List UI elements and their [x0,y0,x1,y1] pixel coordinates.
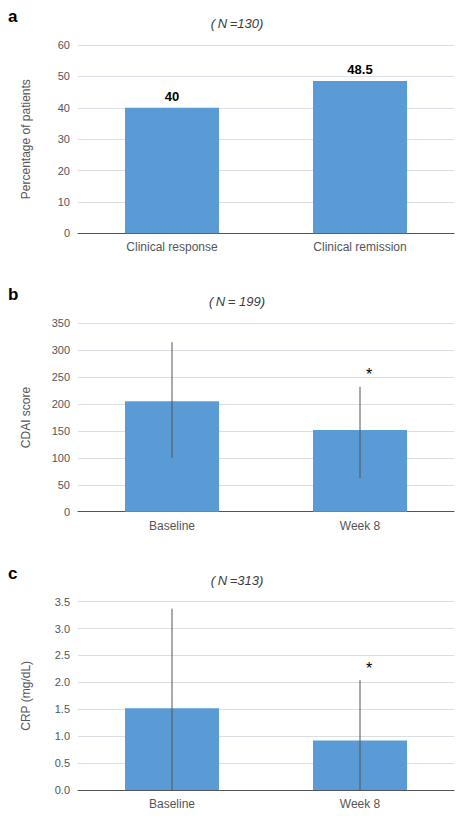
svg-text:300: 300 [52,344,70,356]
svg-text:*: * [366,660,372,677]
svg-text:0: 0 [64,227,70,239]
svg-text:0: 0 [64,506,70,518]
svg-text:60: 60 [58,39,70,51]
svg-text:250: 250 [52,371,70,383]
svg-text:3.0: 3.0 [55,623,70,635]
svg-text:48.5: 48.5 [347,62,372,77]
svg-text:0.5: 0.5 [55,757,70,769]
svg-text:150: 150 [52,425,70,437]
svg-text:100: 100 [52,452,70,464]
svg-text:3.5: 3.5 [55,596,70,608]
svg-text:Clinical response: Clinical response [126,240,218,254]
svg-text:20: 20 [58,165,70,177]
svg-text:10: 10 [58,196,70,208]
svg-text:Baseline: Baseline [149,797,195,811]
svg-text:Percentage of patients: Percentage of patients [19,79,33,199]
svg-text:CDAI score: CDAI score [19,387,33,449]
svg-text:( N =130): ( N =130) [211,16,264,31]
svg-text:50: 50 [58,70,70,82]
svg-text:350: 350 [52,317,70,329]
svg-text:40: 40 [165,89,179,104]
svg-text:CRP (mg/dL): CRP (mg/dL) [19,661,33,731]
svg-text:Baseline: Baseline [149,519,195,533]
svg-text:40: 40 [58,102,70,114]
svg-text:50: 50 [58,479,70,491]
svg-text:1.5: 1.5 [55,703,70,715]
svg-text:*: * [366,366,372,383]
svg-text:0.0: 0.0 [55,784,70,796]
svg-text:( N =313): ( N =313) [211,573,264,588]
svg-text:a: a [8,7,18,26]
svg-text:Clinical remission: Clinical remission [313,240,406,254]
svg-text:Week 8: Week 8 [340,797,381,811]
svg-text:2.5: 2.5 [55,649,70,661]
svg-text:30: 30 [58,133,70,145]
svg-text:2.0: 2.0 [55,676,70,688]
svg-text:b: b [8,285,18,304]
svg-text:200: 200 [52,398,70,410]
svg-text:( N = 199): ( N = 199) [209,294,265,309]
svg-text:Week 8: Week 8 [340,519,381,533]
svg-text:c: c [8,564,17,583]
svg-text:1.0: 1.0 [55,730,70,742]
